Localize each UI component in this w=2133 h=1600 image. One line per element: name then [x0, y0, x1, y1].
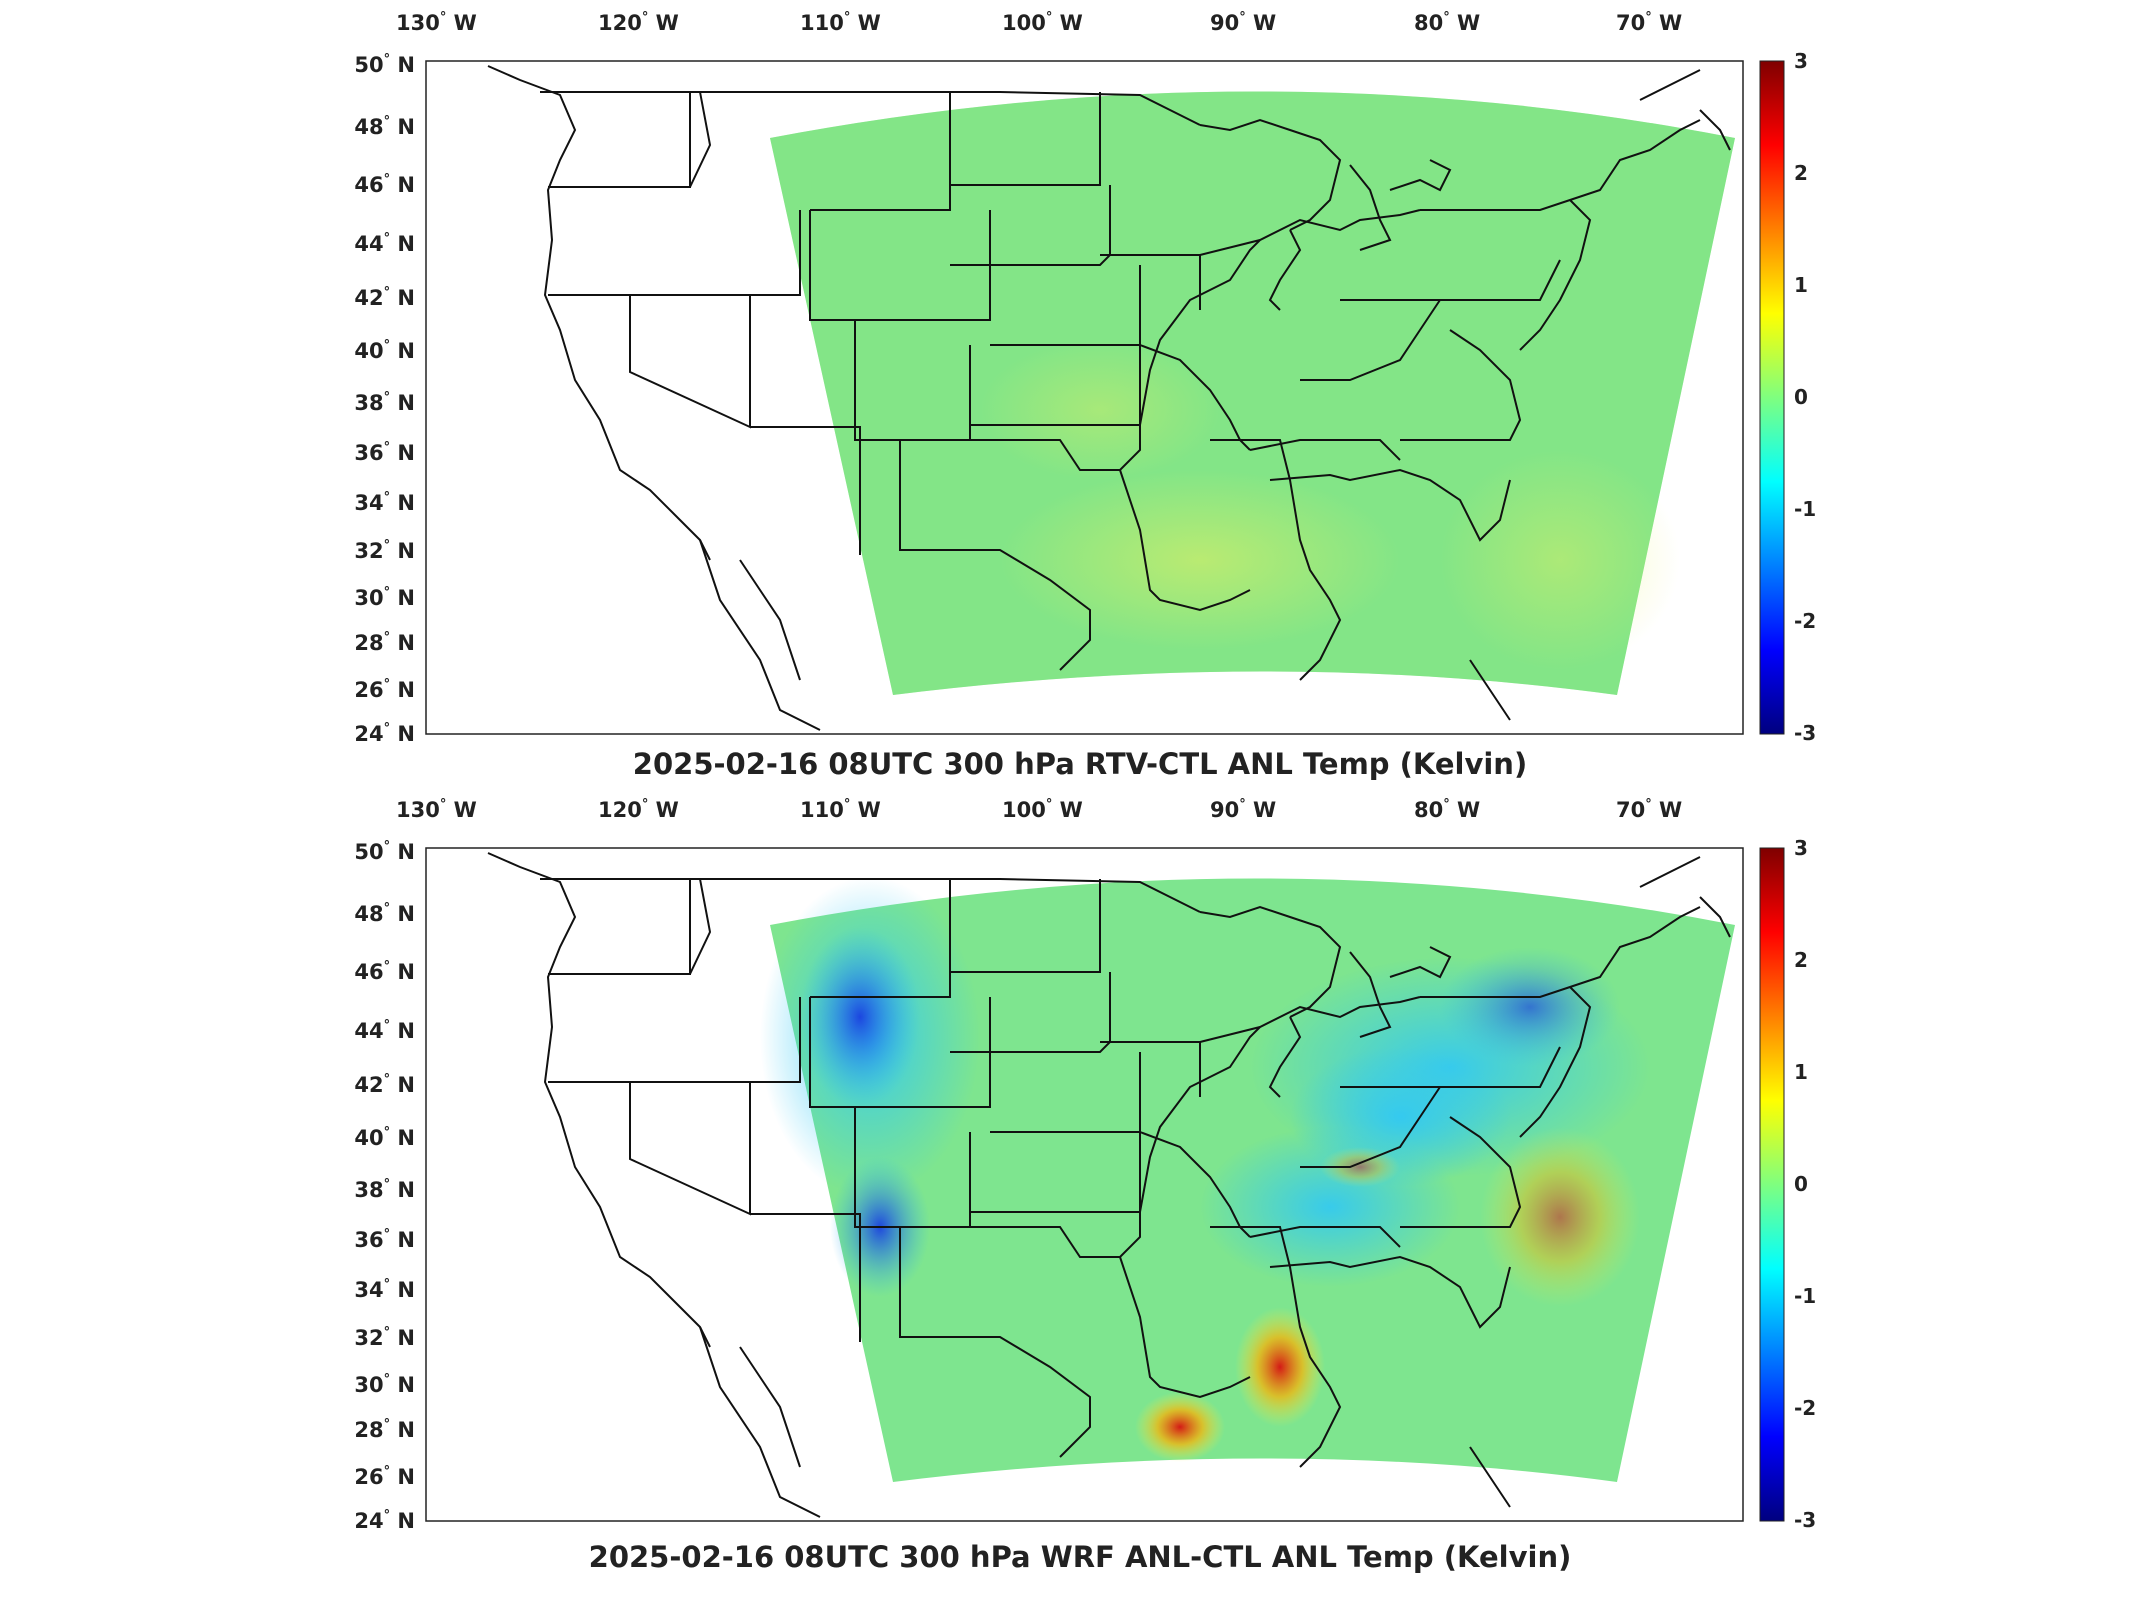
svg-text:110° W: 110° W — [800, 797, 881, 822]
svg-text:3: 3 — [1794, 49, 1808, 73]
map-panel-1: 130° W 120° W 110° W 100° W 90° W 80° W … — [354, 10, 1816, 781]
svg-text:36° N: 36° N — [354, 440, 415, 465]
svg-text:34° N: 34° N — [354, 1277, 415, 1302]
svg-text:32° N: 32° N — [354, 1325, 415, 1350]
svg-text:40° N: 40° N — [354, 1125, 415, 1150]
svg-text:30° N: 30° N — [354, 1372, 415, 1397]
svg-text:34° N: 34° N — [354, 490, 415, 515]
colorbar-ticks: 3 2 1 0 -1 -2 -3 — [1794, 49, 1816, 745]
svg-text:0: 0 — [1794, 385, 1808, 409]
svg-text:70° W: 70° W — [1616, 10, 1682, 35]
lon-axis: 130° W 120° W 110° W 100° W 90° W 80° W … — [396, 797, 1682, 822]
svg-text:28° N: 28° N — [354, 630, 415, 655]
panel-title: 2025-02-16 08UTC 300 hPa RTV-CTL ANL Tem… — [633, 747, 1527, 781]
svg-text:2: 2 — [1794, 161, 1808, 185]
svg-text:28° N: 28° N — [354, 1417, 415, 1442]
svg-text:48° N: 48° N — [354, 114, 415, 139]
lat-axis: 50° N 48° N 46° N 44° N 42° N 40° N 38° … — [354, 52, 415, 746]
svg-text:120° W: 120° W — [598, 797, 679, 822]
svg-text:110° W: 110° W — [800, 10, 881, 35]
svg-text:100° W: 100° W — [1002, 10, 1083, 35]
svg-text:-1: -1 — [1794, 1284, 1816, 1308]
svg-text:100° W: 100° W — [1002, 797, 1083, 822]
svg-text:48° N: 48° N — [354, 901, 415, 926]
svg-text:44° N: 44° N — [354, 231, 415, 256]
svg-text:38° N: 38° N — [354, 390, 415, 415]
state-boundaries — [487, 65, 1731, 731]
svg-text:24° N: 24° N — [354, 721, 415, 746]
lat-axis: 50° N 48° N 46° N 44° N 42° N 40° N 38° … — [354, 839, 415, 1533]
svg-text:0: 0 — [1794, 1172, 1808, 1196]
svg-text:50° N: 50° N — [354, 52, 415, 77]
svg-text:42° N: 42° N — [354, 285, 415, 310]
svg-text:26° N: 26° N — [354, 677, 415, 702]
svg-text:-1: -1 — [1794, 497, 1816, 521]
svg-text:130° W: 130° W — [396, 10, 477, 35]
svg-text:24° N: 24° N — [354, 1508, 415, 1533]
svg-text:42° N: 42° N — [354, 1072, 415, 1097]
map-panel-2: 130° W 120° W 110° W 100° W 90° W 80° W … — [0, 787, 2133, 1587]
svg-text:44° N: 44° N — [354, 1018, 415, 1043]
colorbar-ticks: 3 2 1 0 -1 -2 -3 — [1794, 836, 1816, 1532]
svg-text:46° N: 46° N — [354, 959, 415, 984]
svg-text:80° W: 80° W — [1414, 797, 1480, 822]
svg-text:2: 2 — [1794, 948, 1808, 972]
lon-axis: 130° W 120° W 110° W 100° W 90° W 80° W … — [396, 10, 1682, 35]
svg-text:90° W: 90° W — [1210, 10, 1276, 35]
svg-text:30° N: 30° N — [354, 585, 415, 610]
svg-text:40° N: 40° N — [354, 338, 415, 363]
svg-text:26° N: 26° N — [354, 1464, 415, 1489]
svg-text:38° N: 38° N — [354, 1177, 415, 1202]
panel-title: 2025-02-16 08UTC 300 hPa WRF ANL-CTL ANL… — [589, 1540, 1572, 1574]
map-svg-2: 130° W 120° W 110° W 100° W 90° W 80° W … — [354, 797, 1816, 1574]
svg-text:32° N: 32° N — [354, 538, 415, 563]
state-boundaries — [487, 852, 1731, 1518]
svg-text:1: 1 — [1794, 1060, 1808, 1084]
svg-text:46° N: 46° N — [354, 172, 415, 197]
svg-text:-2: -2 — [1794, 1396, 1816, 1420]
svg-text:130° W: 130° W — [396, 797, 477, 822]
svg-text:50° N: 50° N — [354, 839, 415, 864]
svg-text:70° W: 70° W — [1616, 797, 1682, 822]
svg-text:-3: -3 — [1794, 1508, 1816, 1532]
svg-text:3: 3 — [1794, 836, 1808, 860]
colorbar — [1759, 847, 1785, 1522]
svg-text:1: 1 — [1794, 273, 1808, 297]
svg-text:-2: -2 — [1794, 609, 1816, 633]
svg-text:80° W: 80° W — [1414, 10, 1480, 35]
map-svg-1: 130° W 120° W 110° W 100° W 90° W 80° W … — [354, 10, 1816, 781]
svg-text:120° W: 120° W — [598, 10, 679, 35]
svg-text:90° W: 90° W — [1210, 797, 1276, 822]
colorbar — [1759, 60, 1785, 735]
svg-text:36° N: 36° N — [354, 1227, 415, 1252]
svg-text:-3: -3 — [1794, 721, 1816, 745]
